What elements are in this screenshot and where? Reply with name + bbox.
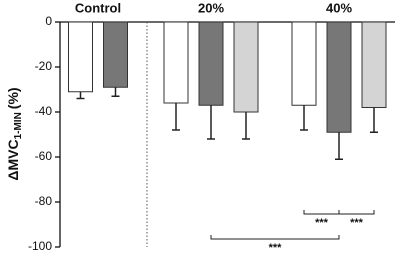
significance-label: ***: [350, 217, 364, 229]
y-tick-label: -60: [35, 149, 53, 163]
group-label: Control: [75, 0, 121, 15]
y-axis-label: ΔMVC1-MIN (%): [5, 87, 24, 180]
group-label: 20%: [198, 0, 224, 15]
bar: [198, 21, 224, 106]
bar: [361, 21, 387, 108]
bar: [291, 21, 317, 106]
y-label-sub: 1-MIN: [13, 112, 24, 139]
y-label-main: ΔMVC: [5, 139, 21, 180]
significance-bracket: [303, 210, 340, 215]
group-label: 40%: [326, 0, 352, 15]
significance-bracket: [338, 210, 375, 215]
y-tick-label: -40: [35, 104, 53, 118]
significance-label: ***: [269, 242, 283, 254]
y-tick-label: -80: [35, 194, 53, 208]
bar: [326, 21, 352, 133]
y-tick-label: -20: [35, 59, 53, 73]
y-label-unit: (%): [5, 87, 21, 109]
bar: [103, 21, 128, 88]
significance-label: ***: [315, 217, 329, 229]
y-tick-label: 0: [45, 14, 52, 28]
bar: [68, 21, 93, 93]
significance-bracket: [210, 235, 340, 240]
bar: [233, 21, 259, 113]
bar: [163, 21, 189, 104]
y-tick-label: -100: [28, 239, 52, 253]
